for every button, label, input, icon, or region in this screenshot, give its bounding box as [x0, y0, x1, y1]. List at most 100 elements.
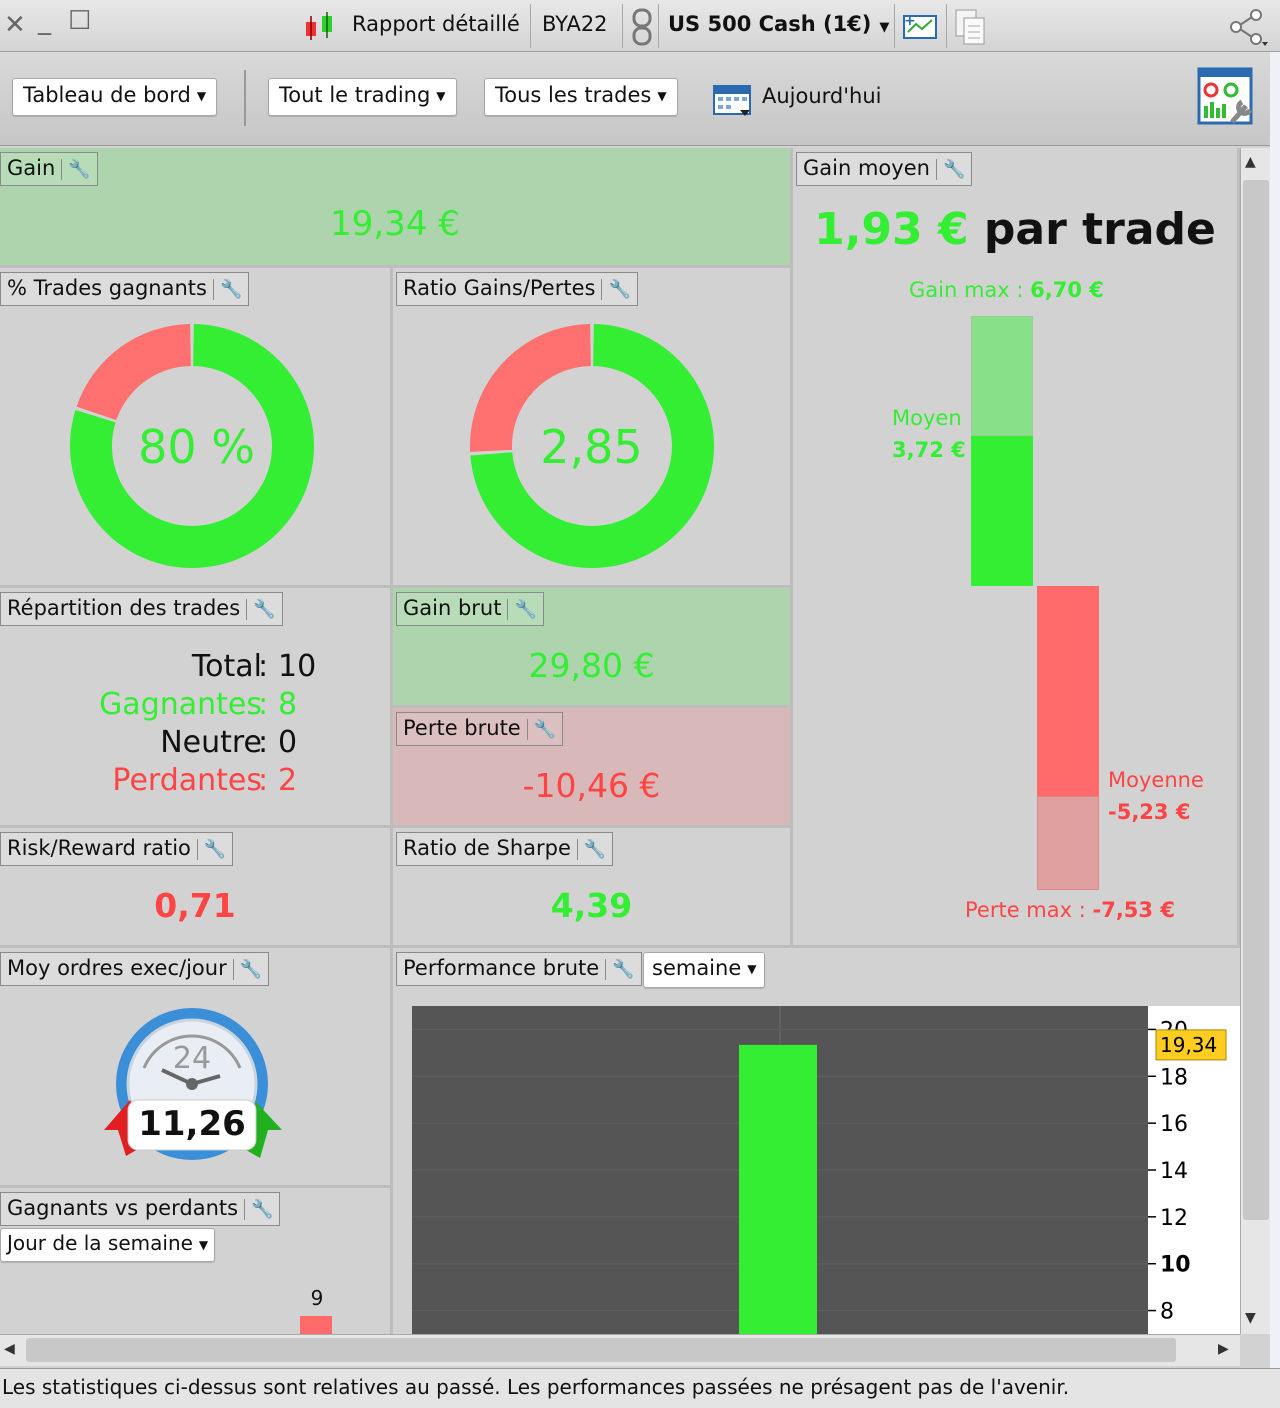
win-pct-value: 80 %	[138, 420, 255, 474]
sharpe-panel: Ratio de Sharpe 🔧 4,39	[393, 828, 793, 948]
distribution-colons: ::::	[258, 649, 269, 798]
y-tick-label: 8	[1160, 1300, 1174, 1325]
gross-loss-title: Perte brute 🔧	[396, 712, 564, 746]
trade-distribution-panel: Répartition des trades 🔧 Total Gagnantes …	[0, 588, 393, 828]
avg-gain-title: Gain moyen 🔧	[796, 152, 973, 186]
scroll-left-arrow-icon[interactable]: ◀	[4, 1341, 15, 1357]
max-loss-value: -7,53 €	[1092, 898, 1175, 922]
report-settings-icon[interactable]	[1196, 66, 1256, 128]
wrench-icon[interactable]: 🔧	[61, 159, 91, 180]
y-tick-label: 16	[1160, 1112, 1188, 1137]
sharpe-title: Ratio de Sharpe 🔧	[396, 832, 614, 866]
orders-title: Moy ordres exec/jour 🔧	[0, 952, 270, 986]
dashboard-dropdown[interactable]: Tableau de bord ▼	[12, 78, 218, 116]
max-loss-bar	[1037, 796, 1099, 890]
minimize-icon[interactable]: _	[38, 6, 51, 36]
weekday-dropdown[interactable]: Jour de la semaine ▼	[0, 1228, 216, 1262]
window-edge	[1270, 52, 1280, 1368]
chart-axis-area	[1148, 1006, 1240, 1334]
avg-loss-label: Moyenne	[1108, 768, 1204, 792]
risk-reward-value: 0,71	[154, 886, 236, 925]
avg-gain-label: Moyen	[892, 406, 962, 430]
share-icon[interactable]	[1228, 8, 1270, 48]
performance-chart: 2018161412108 19,34	[412, 1006, 1240, 1334]
performance-bar	[739, 1044, 817, 1334]
vertical-scroll-thumb[interactable]	[1243, 180, 1269, 1220]
wrench-icon[interactable]: 🔧	[576, 839, 606, 860]
gvp-loss-bar	[300, 1316, 332, 1334]
y-tick-label: 12	[1160, 1206, 1188, 1231]
horizontal-scrollbar[interactable]: ◀ ▶	[0, 1334, 1240, 1366]
calendar-icon[interactable]	[712, 80, 754, 118]
wrench-icon[interactable]: 🔧	[246, 599, 276, 620]
date-range-label[interactable]: Aujourd'hui	[762, 84, 882, 108]
max-gain-value: 6,70 €	[1030, 278, 1104, 302]
close-icon[interactable]: ✕	[4, 10, 26, 40]
wrench-icon[interactable]: 🔧	[526, 719, 556, 740]
account-label[interactable]: BYA22	[542, 12, 608, 36]
y-tick-label: 18	[1160, 1065, 1188, 1090]
wrench-icon[interactable]: 🔧	[601, 279, 631, 300]
ratio-donut	[470, 324, 714, 568]
link-icon[interactable]	[630, 8, 654, 46]
avg-gain-amount: 3,72 €	[892, 438, 966, 462]
avg-gain-suffix: par trade	[983, 204, 1216, 255]
perf-title: Performance brute 🔧	[396, 952, 642, 986]
orders-per-day-panel: Moy ordres exec/jour 🔧 24 11,26	[0, 948, 393, 1188]
wrench-icon[interactable]: 🔧	[232, 959, 262, 980]
wrench-icon[interactable]: 🔧	[244, 1199, 273, 1220]
scroll-down-arrow-icon[interactable]: ▼	[1245, 1310, 1256, 1326]
clock-label: 24	[173, 1041, 211, 1076]
wrench-icon[interactable]: 🔧	[935, 159, 965, 180]
wrench-icon[interactable]: 🔧	[196, 839, 226, 860]
wrench-icon[interactable]: 🔧	[212, 279, 242, 300]
avg-gain-panel: Gain moyen 🔧 1,93 € par trade Gain max : …	[793, 148, 1240, 948]
neutral-count: 0	[278, 725, 298, 760]
period-dropdown[interactable]: semaine ▼	[643, 952, 766, 988]
gross-loss-value: -10,46 €	[522, 766, 661, 805]
gvp-title: Gagnants vs perdants 🔧	[0, 1192, 281, 1226]
gross-gain-title: Gain brut 🔧	[396, 592, 544, 626]
win-count: 8	[278, 687, 298, 722]
y-tick-label: 14	[1160, 1159, 1188, 1184]
toolbar: Tableau de bord ▼ Tout le trading ▼ Tous l…	[0, 52, 1280, 146]
avg-gain-value: 1,93 €	[814, 204, 969, 255]
wrench-icon[interactable]: 🔧	[507, 599, 537, 620]
add-chart-icon[interactable]: +	[902, 12, 938, 40]
clock-icon: 24	[104, 1008, 282, 1160]
scroll-right-arrow-icon[interactable]: ▶	[1218, 1341, 1229, 1357]
gain-title: Gain 🔧	[0, 152, 98, 186]
horizontal-scroll-thumb[interactable]	[26, 1338, 1176, 1362]
max-gain-bar	[971, 316, 1033, 436]
win-pct-title: % Trades gagnants 🔧	[0, 272, 250, 306]
risk-reward-title: Risk/Reward ratio 🔧	[0, 832, 234, 866]
risk-reward-panel: Risk/Reward ratio 🔧 0,71	[0, 828, 393, 948]
avg-loss-bar	[1037, 586, 1099, 796]
gain-value: 19,34 €	[330, 204, 460, 244]
ratio-panel: Ratio Gains/Pertes 🔧 2,85	[393, 268, 793, 588]
vertical-scrollbar[interactable]: ▲ ▼	[1240, 148, 1270, 1334]
title-bar: ✕ _ ☐ Rapport détaillé BYA22 US 500 Cash…	[0, 0, 1280, 52]
trades-filter-dropdown[interactable]: Tous les trades ▼	[484, 78, 678, 116]
y-tick-label: 10	[1160, 1253, 1191, 1278]
max-gain-label: Gain max : 6,70 €	[909, 278, 1104, 302]
donut-win-segment	[70, 324, 314, 568]
trading-filter-dropdown[interactable]: Tout le trading ▼	[268, 78, 457, 116]
current-value-marker	[1155, 1029, 1227, 1061]
winners-vs-losers-panel: Gagnants vs perdants 🔧 Jour de la semaine…	[0, 1188, 393, 1334]
gross-gain-value: 29,80 €	[528, 646, 655, 685]
win-pct-donut	[70, 324, 314, 568]
donut-loss-segment	[76, 324, 191, 421]
gross-gain-panel: Gain brut 🔧 29,80 €	[393, 588, 793, 708]
maximize-icon[interactable]: ☐	[68, 6, 92, 36]
gain-panel: Gain 🔧 19,34 €	[0, 148, 793, 268]
scroll-up-arrow-icon[interactable]: ▲	[1245, 154, 1256, 170]
instrument-selector[interactable]: US 500 Cash (1€) ▼	[668, 12, 890, 36]
report-label[interactable]: Rapport détaillé	[352, 12, 520, 36]
distribution-title: Répartition des trades 🔧	[0, 592, 283, 626]
copy-document-icon[interactable]	[954, 8, 988, 46]
wrench-icon[interactable]: 🔧	[605, 959, 635, 980]
ratio-value: 2,85	[540, 420, 643, 474]
ratio-title: Ratio Gains/Pertes 🔧	[396, 272, 638, 306]
avg-loss-amount: -5,23 €	[1108, 800, 1191, 824]
